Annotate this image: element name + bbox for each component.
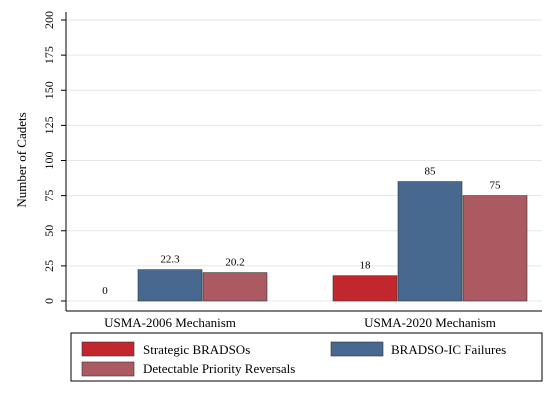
y-tick-label: 125 <box>42 116 56 134</box>
legend-label: Strategic BRADSOs <box>143 342 250 357</box>
y-tick-label: 175 <box>42 46 56 64</box>
bar <box>332 275 398 302</box>
y-tick-label: 0 <box>42 298 56 304</box>
y-tick-label: 75 <box>42 190 56 202</box>
legend: Strategic BRADSOs BRADSO-IC Failures Detec… <box>70 332 543 382</box>
y-tick-label: 25 <box>42 260 56 272</box>
bar <box>137 269 203 302</box>
bar-value-label: 0 <box>102 285 108 297</box>
bar <box>462 195 528 302</box>
legend-swatch <box>330 341 384 357</box>
legend-swatch <box>81 341 135 357</box>
legend-swatch <box>81 361 135 377</box>
x-category-label: USMA-2006 Mechanism <box>104 315 236 330</box>
bar-value-label: 75 <box>490 180 502 192</box>
y-axis: Number of Cadets 0 25 50 75 100 125 150 175 200 <box>14 11 67 311</box>
bar-value-label: 85 <box>425 166 437 178</box>
legend-label: BRADSO-IC Failures <box>391 342 506 357</box>
legend-label: Detectable Priority Reversals <box>143 361 295 376</box>
bar-value-label: 18 <box>360 260 372 272</box>
y-tick-label: 150 <box>42 81 56 99</box>
y-tick-label: 50 <box>42 225 56 237</box>
bar-value-label: 20.2 <box>225 257 244 269</box>
bar-value-label: 22.3 <box>160 254 180 266</box>
x-category-label: USMA-2020 Mechanism <box>364 315 496 330</box>
data-labels: 0 22.3 20.2 18 85 75 <box>102 166 501 297</box>
gridlines <box>66 19 542 302</box>
x-axis: USMA-2006 Mechanism USMA-2020 Mechanism <box>66 310 542 330</box>
y-tick-label: 200 <box>42 11 56 29</box>
y-axis-label: Number of Cadets <box>14 112 29 207</box>
legend-box <box>70 332 543 382</box>
bars <box>137 181 528 302</box>
bar <box>202 272 268 302</box>
y-tick-label: 100 <box>42 152 56 170</box>
bar <box>397 181 463 302</box>
